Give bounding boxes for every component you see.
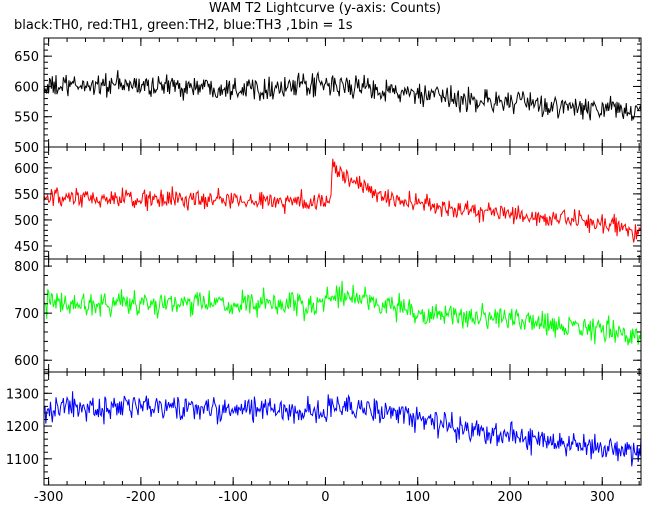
y-tick-label: 1100: [6, 453, 39, 468]
y-tick-label: 500: [14, 141, 39, 156]
y-tick-label: 600: [14, 162, 39, 177]
x-tick-label: 300: [590, 490, 615, 505]
y-tick-label: 800: [14, 260, 39, 275]
x-tick-label: 100: [405, 490, 430, 505]
y-tick-label: 600: [14, 80, 39, 95]
panel-th1: 450 500 550 600: [14, 146, 642, 260]
panel-frame-th2: [43, 258, 642, 373]
panel-frame-th3: [43, 371, 642, 486]
chart-subtitle: black:TH0, red:TH1, green:TH2, blue:TH3 …: [14, 18, 353, 33]
series-line-th1: [44, 158, 641, 243]
panel-th2: 600 700 800: [14, 258, 642, 373]
panel-th0: 500 550 600 650: [14, 37, 642, 156]
chart-title: WAM T2 Lightcurve (y-axis: Counts): [209, 1, 441, 16]
x-tick-label: -200: [126, 490, 156, 505]
y-tick-label: 500: [14, 214, 39, 229]
y-tick-label: 550: [14, 111, 39, 126]
panels-group: 500 550 600 650 450 500 550 600 600 700 800 1100 120…: [6, 37, 642, 486]
x-tick-label: 0: [321, 490, 329, 505]
y-tick-label: 650: [14, 50, 39, 65]
panel-frame-th0: [43, 37, 642, 148]
panel-th3: 1100 1200 1300: [6, 371, 642, 486]
y-tick-label: 1200: [6, 420, 39, 435]
y-tick-label: 450: [14, 240, 39, 255]
x-tick-label: -100: [218, 490, 248, 505]
y-tick-label: 600: [14, 354, 39, 369]
series-line-th2: [44, 280, 641, 346]
x-axis: -300 -200 -100 0 100 200 300: [34, 490, 615, 505]
x-tick-label: 200: [498, 490, 523, 505]
y-tick-label: 700: [14, 307, 39, 322]
y-tick-label: 1300: [6, 387, 39, 402]
series-line-th0: [44, 70, 641, 121]
y-tick-label: 550: [14, 188, 39, 203]
series-line-th3: [44, 391, 641, 467]
x-tick-label: -300: [34, 490, 64, 505]
